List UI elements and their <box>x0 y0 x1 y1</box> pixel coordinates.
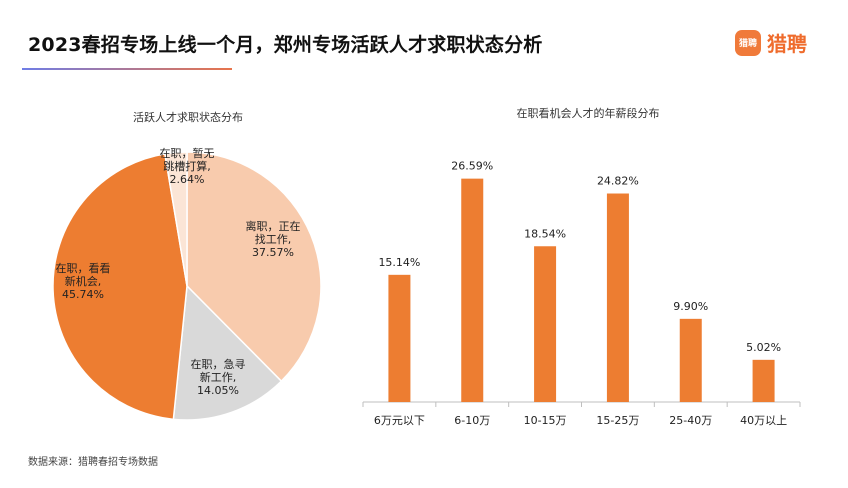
bar <box>388 274 411 402</box>
bar <box>752 359 775 402</box>
bar <box>606 193 629 402</box>
x-tick-label: 40万以上 <box>740 414 787 427</box>
logo-text: 猎聘 <box>767 32 807 56</box>
bar-value-label: 9.90% <box>673 300 708 313</box>
x-tick-label: 25-40万 <box>669 414 712 427</box>
bar <box>461 178 484 402</box>
pie-slice <box>164 151 188 287</box>
x-tick-label: 6-10万 <box>454 414 490 427</box>
logo-badge-icon: 猎聘 <box>735 29 761 56</box>
bar-value-label: 15.14% <box>378 256 420 269</box>
pie-slice <box>52 152 188 421</box>
bar-value-label: 18.54% <box>524 227 566 240</box>
x-tick-label: 6万元以下 <box>374 414 425 427</box>
bar <box>679 318 702 402</box>
pie-slice-label: 在职，暂无跳槽打算, 2.64% <box>160 147 215 186</box>
bar-value-label: 5.02% <box>746 341 781 354</box>
liepin-logo: 猎聘 猎聘 <box>735 28 807 57</box>
page-title: 2023春招专场上线一个月，郑州专场活跃人才求职状态分析 <box>28 34 543 56</box>
bar <box>534 246 557 402</box>
pie-slice-label: 在职，急寻新工作, 14.05% <box>191 357 246 397</box>
bar-value-label: 24.82% <box>597 175 639 188</box>
pie-slice <box>186 151 322 383</box>
data-source-note: 数据来源：猎聘春招专场数据 <box>28 457 158 468</box>
bar-title: 在职看机会人才的年薪段分布 <box>517 106 660 120</box>
x-tick-label: 10-15万 <box>524 414 567 427</box>
pie-slice <box>172 284 283 421</box>
pie-slice-label: 在职，看看新机会, 45.74% <box>56 261 111 301</box>
title-underline <box>22 68 232 70</box>
pie-title: 活跃人才求职状态分布 <box>133 110 243 124</box>
x-tick-label: 15-25万 <box>596 414 639 427</box>
pie-slice-label: 离职，正在找工作, 37.57% <box>246 219 301 259</box>
bar-value-label: 26.59% <box>451 160 493 173</box>
